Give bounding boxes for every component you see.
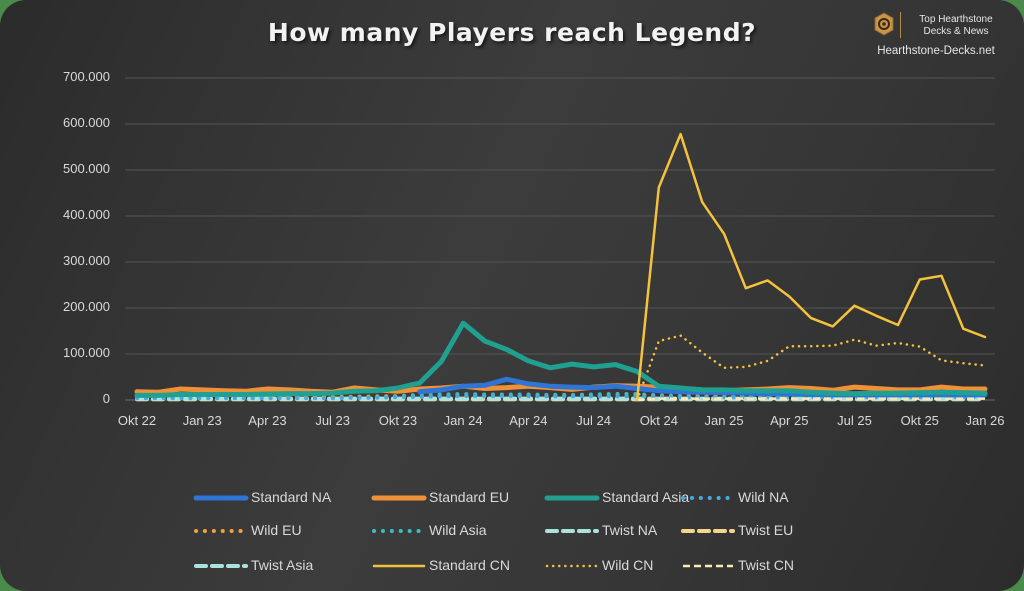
x-tick-label: Apr 23 [248, 413, 287, 428]
legend-item-twist-asia[interactable]: Twist Asia [193, 555, 313, 575]
legend-item-standard-eu[interactable]: Standard EU [371, 487, 509, 507]
legend-swatch-icon [372, 564, 426, 568]
legend-swatch-icon [545, 564, 599, 568]
series-line-standard-cn [635, 132, 987, 402]
brand-url[interactable]: Hearthstone-Decks.net [877, 45, 995, 57]
y-tick-label: 700.000 [63, 69, 110, 84]
legend-label: Wild CN [602, 557, 654, 573]
x-tick-label: Jan 24 [443, 413, 483, 428]
legend-item-wild-eu[interactable]: Wild EU [193, 520, 302, 540]
legend-swatch-icon [372, 529, 426, 533]
series-line-wild-na [135, 393, 987, 401]
legend-swatch-icon [683, 564, 733, 568]
legend-item-standard-cn[interactable]: Standard CN [371, 555, 510, 575]
legend-item-standard-asia[interactable]: Standard Asia [544, 487, 689, 507]
legend-item-wild-asia[interactable]: Wild Asia [371, 520, 487, 540]
x-tick-label: Okt 23 [378, 413, 418, 428]
legend-item-wild-cn[interactable]: Wild CN [544, 555, 653, 575]
y-tick-label: 200.000 [63, 299, 110, 314]
legend-swatch-icon [371, 495, 427, 501]
y-tick-label: 500.000 [63, 161, 110, 176]
brand-tagline-line2: Decks & News [923, 26, 989, 37]
series-line-twist-cn [637, 397, 985, 402]
x-tick-label: Jan 23 [182, 413, 222, 428]
x-tick-label: Okt 22 [117, 413, 157, 428]
legend-label: Standard Asia [602, 489, 690, 505]
hexagon-swirl-icon [874, 12, 894, 36]
y-tick-label: 300.000 [63, 253, 110, 268]
x-tick-label: Jan 26 [965, 413, 1005, 428]
x-tick-label: Jul 23 [315, 413, 351, 428]
legend-label: Standard CN [429, 557, 510, 573]
brand-divider [900, 12, 901, 38]
legend-label: Standard EU [429, 489, 510, 505]
legend-swatch-icon [681, 496, 735, 500]
x-tick-label: Okt 25 [900, 413, 939, 428]
x-tick-label: Jul 25 [837, 413, 872, 428]
brand-badge[interactable]: Top Hearthstone Decks & News Hearthstone… [866, 10, 1006, 60]
x-tick-label: Jan 25 [704, 413, 744, 428]
legend-swatch-icon [194, 529, 248, 533]
y-tick-label: 100.000 [63, 345, 110, 360]
legend-swatch-icon [193, 495, 249, 501]
y-tick-label: 600.000 [63, 115, 110, 130]
x-tick-label: Apr 25 [770, 413, 809, 428]
legend-label: Standard NA [251, 489, 332, 505]
chart-title: How many Players reach Legend? [267, 18, 757, 47]
legend-item-wild-na[interactable]: Wild NA [680, 487, 789, 507]
legend-label: Twist NA [602, 522, 658, 538]
x-tick-label: Okt 24 [639, 413, 678, 428]
series-line-standard-asia [134, 320, 988, 398]
x-tick-label: Jul 24 [576, 413, 611, 428]
legend-item-standard-na[interactable]: Standard NA [193, 487, 331, 507]
legend-swatch-icon [681, 529, 735, 533]
legend-label: Twist CN [738, 557, 794, 573]
legend-label: Twist Asia [251, 557, 314, 573]
y-tick-label: 400.000 [63, 207, 110, 222]
legend-label: Wild EU [251, 522, 302, 538]
x-tick-label: Apr 24 [509, 413, 548, 428]
legend-label: Wild Asia [429, 522, 487, 538]
legend-swatch-icon [545, 529, 599, 533]
legend-swatch-icon [194, 564, 248, 568]
brand-tagline-line1: Top Hearthstone [919, 14, 993, 25]
legend-item-twist-na[interactable]: Twist NA [544, 520, 657, 540]
y-tick-label: 0 [102, 391, 110, 406]
legend-swatch-icon [544, 495, 600, 501]
legend-item-twist-cn[interactable]: Twist CN [680, 555, 794, 575]
legend-label: Wild NA [738, 489, 789, 505]
legend-label: Twist EU [738, 522, 794, 538]
series-line-wild-cn [635, 334, 987, 402]
legend-item-twist-eu[interactable]: Twist EU [680, 520, 793, 540]
